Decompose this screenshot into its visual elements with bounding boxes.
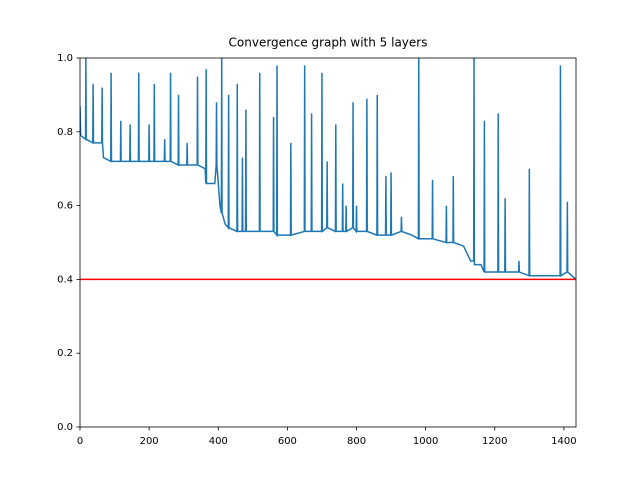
y-tick-label: 1.0 (57, 53, 73, 64)
y-tick-label: 0.8 (57, 127, 73, 138)
y-tick-label: 0.6 (57, 201, 73, 212)
x-tick-label: 1400 (551, 436, 576, 447)
plot-frame (79, 57, 577, 428)
y-tick-label: 0.4 (57, 274, 73, 285)
x-tick-label: 1200 (482, 436, 507, 447)
y-tick-label: 0.0 (57, 422, 73, 433)
x-tick-label: 0 (77, 436, 83, 447)
y-tick-label: 0.2 (57, 348, 73, 359)
x-tick-label: 600 (278, 436, 297, 447)
chart-title: Convergence graph with 5 layers (229, 36, 428, 50)
x-tick-label: 800 (347, 436, 366, 447)
x-tick-label: 1000 (413, 436, 438, 447)
x-tick-label: 400 (209, 436, 228, 447)
data-line (80, 57, 576, 280)
x-tick-label: 200 (140, 436, 159, 447)
